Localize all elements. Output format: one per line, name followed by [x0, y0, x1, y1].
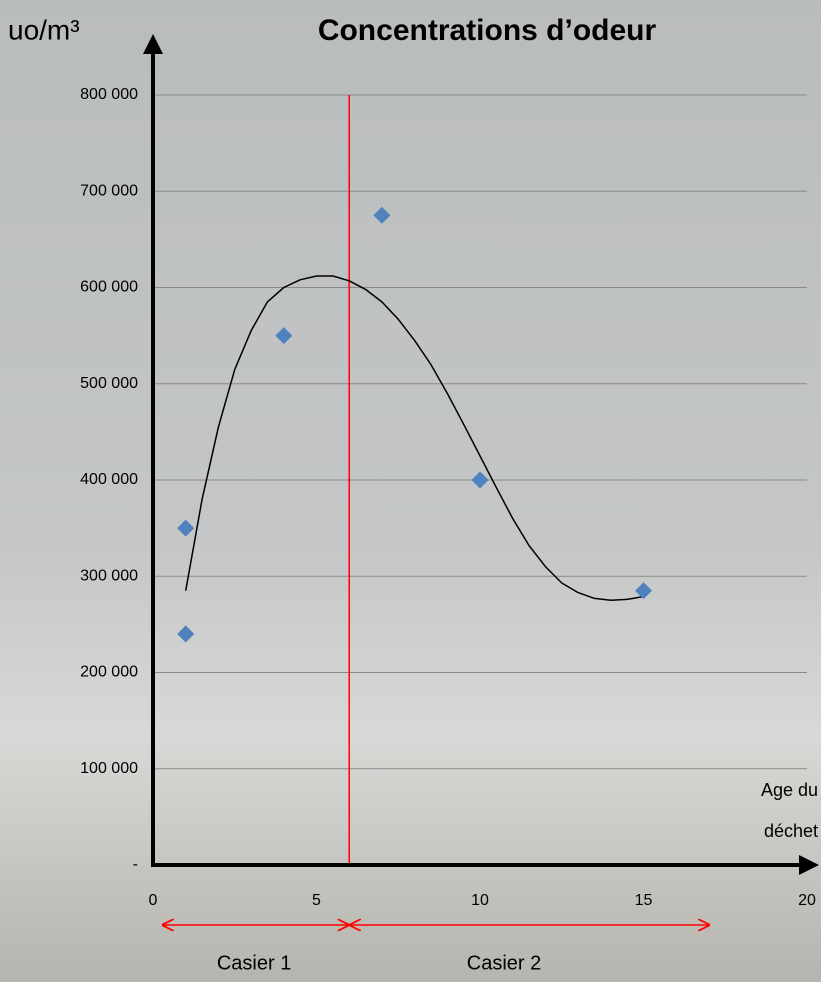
y-tick-label: 800 000 — [80, 86, 138, 103]
y-tick-label: 300 000 — [80, 567, 138, 584]
range-label: Casier 1 — [217, 952, 291, 974]
background — [0, 0, 821, 982]
x-tick-label: 0 — [149, 892, 158, 909]
y-tick-label: 400 000 — [80, 471, 138, 488]
x-tick-label: 20 — [798, 892, 816, 909]
range-label: Casier 2 — [467, 952, 541, 974]
x-axis-label: Age du — [761, 780, 818, 800]
y-tick-label: 500 000 — [80, 375, 138, 392]
chart-title: Concentrations d’odeur — [318, 14, 657, 47]
y-tick-label: 600 000 — [80, 279, 138, 296]
x-tick-label: 15 — [635, 892, 653, 909]
chart: uo/m³ Concentrations d’odeur -100 000200… — [0, 0, 821, 982]
x-axis-label: déchet — [764, 821, 818, 841]
x-tick-label: 10 — [471, 892, 489, 909]
y-axis-label: uo/m³ — [8, 14, 80, 45]
y-tick-label: 200 000 — [80, 664, 138, 681]
y-tick-label: 700 000 — [80, 182, 138, 199]
y-tick-label: 100 000 — [80, 760, 138, 777]
y-tick-label: - — [133, 856, 138, 873]
x-tick-label: 5 — [312, 892, 321, 909]
